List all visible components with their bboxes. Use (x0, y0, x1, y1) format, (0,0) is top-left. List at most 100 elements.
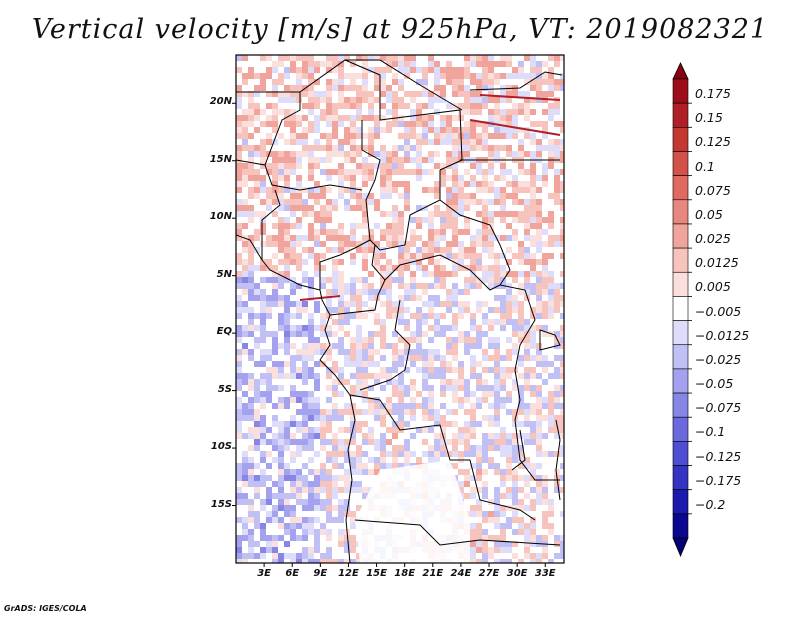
field-cell (416, 145, 422, 151)
field-cell (362, 73, 368, 79)
field-cell (290, 535, 296, 541)
field-cell (494, 361, 500, 367)
field-cell (398, 403, 404, 409)
field-cell (482, 457, 488, 463)
field-cell (458, 181, 464, 187)
field-cell (248, 505, 254, 511)
field-cell (254, 493, 260, 499)
field-cell (260, 313, 266, 319)
field-cell (242, 451, 248, 457)
field-cell (542, 271, 548, 277)
field-cell (386, 175, 392, 181)
field-cell (452, 289, 458, 295)
field-cell (524, 181, 530, 187)
field-cell (482, 481, 488, 487)
vertical-velocity-field (236, 55, 564, 563)
field-cell (374, 469, 380, 475)
lon-label: 33E (534, 568, 556, 579)
field-cell (512, 487, 518, 493)
field-cell (452, 187, 458, 193)
field-cell (248, 535, 254, 541)
field-cell (422, 427, 428, 433)
field-cell (314, 343, 320, 349)
field-cell (512, 451, 518, 457)
field-cell (308, 493, 314, 499)
field-cell (476, 139, 482, 145)
field-cell (422, 451, 428, 457)
field-cell (512, 67, 518, 73)
field-cell (488, 115, 494, 121)
field-cell (416, 325, 422, 331)
field-cell (530, 337, 536, 343)
field-cell (338, 241, 344, 247)
field-cell (428, 151, 434, 157)
field-cell (440, 121, 446, 127)
field-cell (524, 355, 530, 361)
field-cell (470, 259, 476, 265)
field-cell (242, 379, 248, 385)
field-cell (272, 271, 278, 277)
field-cell (506, 247, 512, 253)
field-cell (536, 403, 542, 409)
field-cell (338, 451, 344, 457)
field-cell (260, 163, 266, 169)
field-cell (476, 103, 482, 109)
field-cell (278, 553, 284, 559)
field-cell (530, 283, 536, 289)
field-cell (518, 67, 524, 73)
field-cell (482, 73, 488, 79)
field-cell (284, 205, 290, 211)
field-cell (386, 277, 392, 283)
field-cell (542, 307, 548, 313)
field-cell (386, 271, 392, 277)
field-cell (380, 67, 386, 73)
field-cell (356, 313, 362, 319)
field-cell (482, 541, 488, 547)
field-cell (284, 493, 290, 499)
field-cell (506, 409, 512, 415)
field-cell (404, 421, 410, 427)
field-cell (416, 259, 422, 265)
field-cell (242, 325, 248, 331)
field-cell (248, 355, 254, 361)
field-cell (488, 535, 494, 541)
field-cell (260, 523, 266, 529)
field-cell (488, 325, 494, 331)
field-cell (380, 325, 386, 331)
field-cell (260, 79, 266, 85)
field-cell (326, 451, 332, 457)
field-cell (284, 541, 290, 547)
field-cell (422, 355, 428, 361)
field-cell (236, 181, 242, 187)
field-cell (500, 295, 506, 301)
field-cell (290, 553, 296, 559)
field-cell (434, 181, 440, 187)
field-cell (524, 493, 530, 499)
field-cell (500, 445, 506, 451)
field-cell (494, 73, 500, 79)
field-cell (314, 415, 320, 421)
field-cell (314, 559, 320, 563)
border-line (354, 519, 561, 546)
field-cell (350, 481, 356, 487)
field-cell (314, 481, 320, 487)
field-cell (266, 517, 272, 523)
field-cell (554, 367, 560, 373)
field-cell (542, 355, 548, 361)
field-cell (482, 55, 488, 61)
field-cell (476, 385, 482, 391)
field-cell (266, 139, 272, 145)
field-cell (476, 259, 482, 265)
field-cell (404, 403, 410, 409)
field-cell (518, 187, 524, 193)
field-cell (236, 379, 242, 385)
field-cell (398, 319, 404, 325)
field-cell (338, 541, 344, 547)
field-cell (476, 379, 482, 385)
field-cell (494, 505, 500, 511)
field-cell (290, 331, 296, 337)
field-cell (326, 247, 332, 253)
field-cell (470, 91, 476, 97)
field-cell (260, 187, 266, 193)
field-cell (404, 283, 410, 289)
